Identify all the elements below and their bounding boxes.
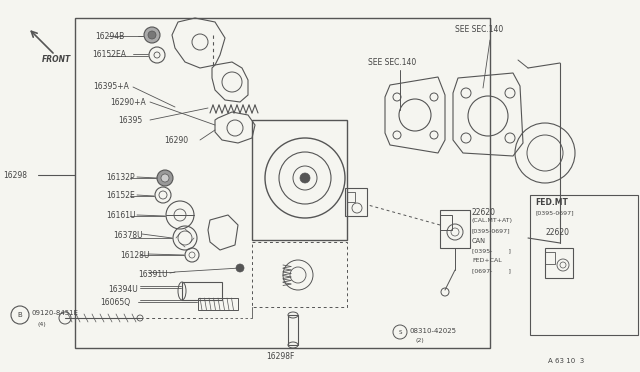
Text: B: B — [18, 312, 22, 318]
Text: 16298: 16298 — [3, 170, 27, 180]
Bar — [440, 210, 470, 248]
Circle shape — [236, 264, 244, 272]
Text: 16128U: 16128U — [120, 251, 149, 260]
Bar — [347, 192, 355, 202]
Circle shape — [148, 31, 156, 39]
Circle shape — [300, 173, 310, 183]
Bar — [545, 248, 573, 278]
Text: 16065Q: 16065Q — [100, 298, 130, 307]
Bar — [252, 120, 347, 240]
Text: 16290+A: 16290+A — [110, 98, 146, 107]
Text: 16394U: 16394U — [108, 285, 138, 294]
Text: [0697-        ]: [0697- ] — [472, 268, 511, 273]
Circle shape — [144, 27, 160, 43]
Text: FRONT: FRONT — [42, 55, 71, 64]
Text: CAN: CAN — [472, 238, 486, 244]
Text: 22620: 22620 — [545, 228, 569, 237]
Text: (2): (2) — [416, 338, 425, 343]
Text: S: S — [398, 330, 402, 334]
Bar — [182, 282, 222, 300]
Text: 08310-42025: 08310-42025 — [410, 328, 457, 334]
Bar — [288, 315, 298, 345]
Text: 16152E: 16152E — [106, 191, 135, 200]
Text: (4): (4) — [38, 322, 47, 327]
Text: [0395-0697]: [0395-0697] — [535, 210, 573, 215]
Circle shape — [157, 170, 173, 186]
Text: 22620: 22620 — [472, 208, 496, 217]
Text: 16290: 16290 — [164, 136, 188, 145]
Text: A 63 10  3: A 63 10 3 — [548, 358, 584, 364]
Text: SEE SEC.140: SEE SEC.140 — [368, 58, 416, 67]
Text: 16294B: 16294B — [95, 32, 124, 41]
Text: 16161U: 16161U — [106, 211, 136, 220]
Text: 16132P: 16132P — [106, 173, 134, 182]
Text: 09120-8451E: 09120-8451E — [31, 310, 78, 316]
Text: 16152EA: 16152EA — [92, 50, 126, 59]
Text: 16395+A: 16395+A — [93, 82, 129, 91]
Text: SEE SEC.140: SEE SEC.140 — [455, 25, 503, 34]
Bar — [198, 298, 238, 310]
Text: FED+CAL: FED+CAL — [472, 258, 502, 263]
Bar — [440, 215, 452, 230]
Bar — [545, 252, 555, 264]
Bar — [252, 242, 347, 307]
Text: 16298F: 16298F — [266, 352, 294, 361]
Text: [0395-        ]: [0395- ] — [472, 248, 511, 253]
Text: 16378U: 16378U — [113, 231, 143, 240]
Text: (CAL.MT+AT): (CAL.MT+AT) — [472, 218, 513, 223]
Bar — [75, 18, 490, 348]
Text: 16395: 16395 — [118, 116, 142, 125]
Circle shape — [161, 174, 169, 182]
Bar — [530, 195, 638, 335]
Bar — [345, 188, 367, 216]
Text: [0395-0697]: [0395-0697] — [472, 228, 511, 233]
Text: 16391U: 16391U — [138, 270, 168, 279]
Text: FED.MT: FED.MT — [535, 198, 568, 207]
